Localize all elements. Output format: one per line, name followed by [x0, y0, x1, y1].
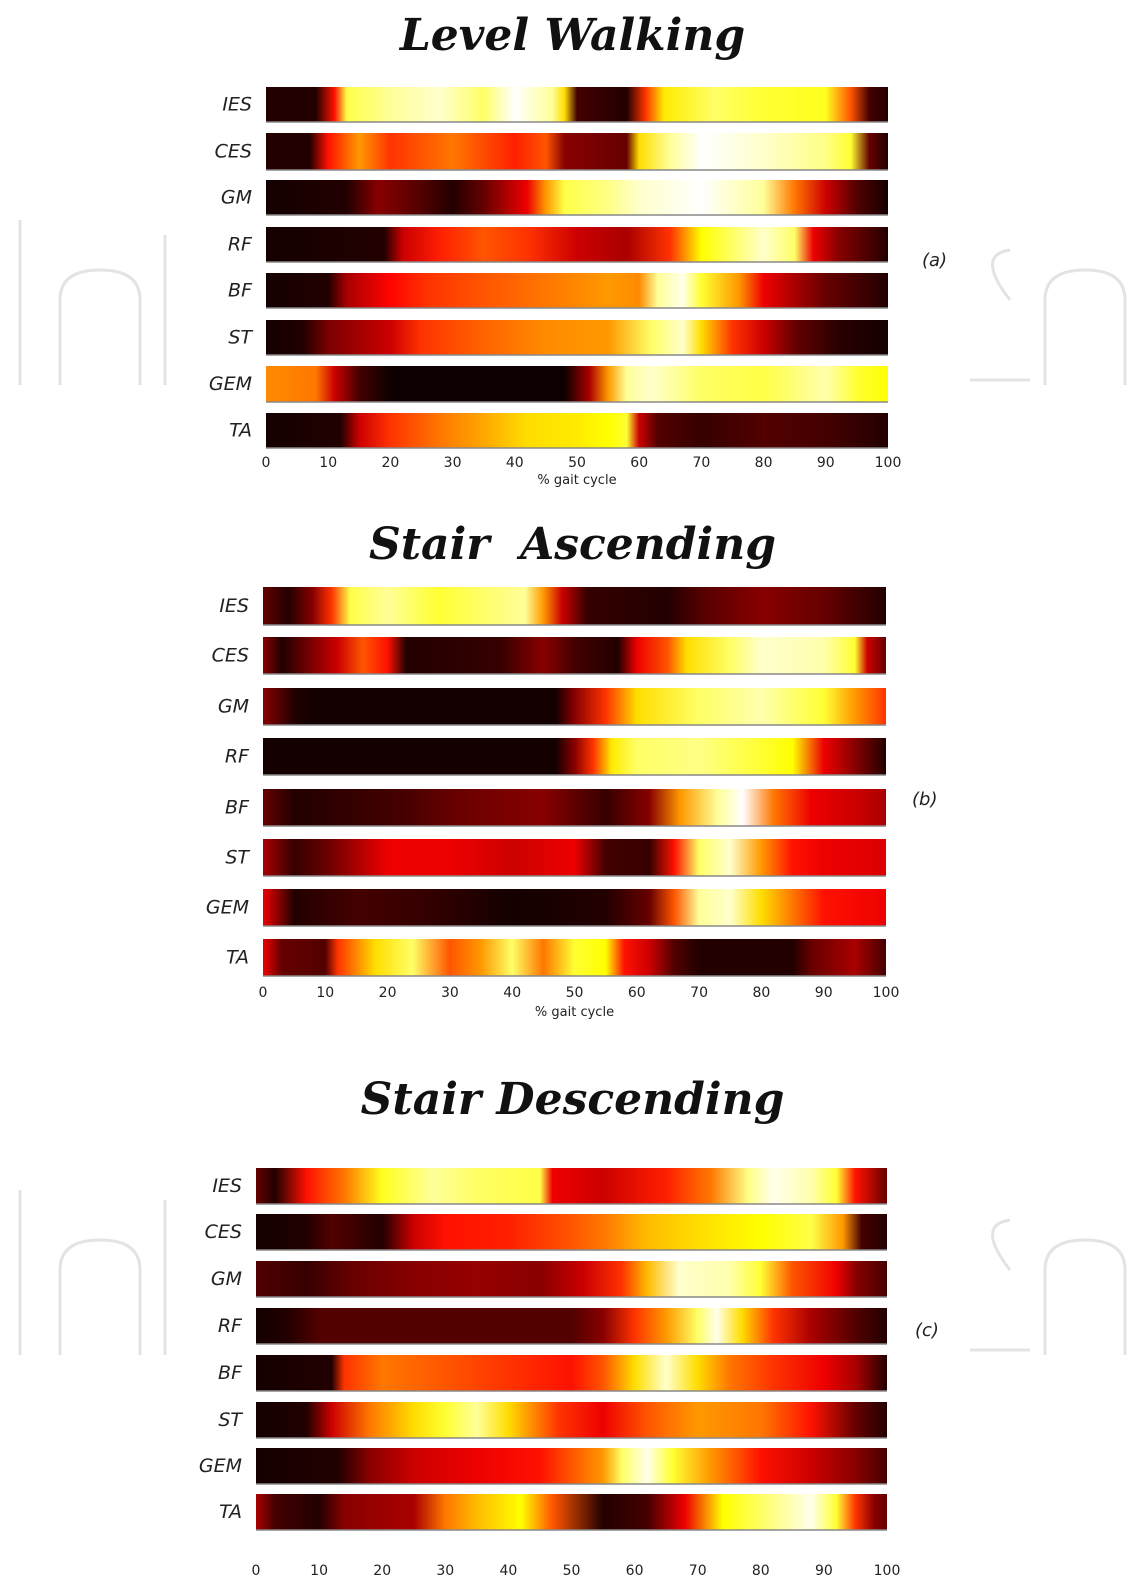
row-label: GEM — [209, 373, 252, 395]
heatmap-row-gem — [256, 1448, 887, 1484]
x-tick-label: 40 — [506, 455, 524, 471]
heatmap-row-ta — [256, 1494, 887, 1530]
x-tick-label: 20 — [373, 1563, 391, 1576]
heatmap-row-bf — [256, 1355, 887, 1391]
heatmap-row-ies — [266, 87, 888, 122]
panel-label: (a) — [922, 250, 947, 271]
row-label: ST — [228, 327, 253, 349]
row-label: GM — [221, 187, 252, 209]
chart-title-level-walking: Level Walking — [399, 10, 746, 61]
x-tick-label: 30 — [441, 985, 459, 1001]
x-tick-label: 70 — [692, 455, 710, 471]
x-tick-label: 90 — [815, 1563, 833, 1576]
row-label: RF — [225, 746, 250, 768]
row-label: RF — [228, 234, 253, 256]
x-tick-label: 10 — [310, 1563, 328, 1576]
row-label: ST — [225, 847, 250, 869]
row-label: TA — [226, 947, 249, 969]
heatmap-row-st — [263, 839, 886, 876]
x-tick-label: 60 — [626, 1563, 644, 1576]
row-label: GEM — [206, 897, 249, 919]
row-label: RF — [218, 1315, 243, 1337]
row-label: IES — [212, 1175, 242, 1197]
x-tick-label: 70 — [690, 985, 708, 1001]
x-tick-label: 100 — [873, 985, 900, 1001]
heatmap-row-ta — [266, 413, 888, 448]
heatmap-row-gem — [266, 366, 888, 402]
x-tick-label: 40 — [499, 1563, 517, 1576]
chart-title-stair-descending: Stair Descending — [360, 1074, 785, 1125]
row-label: GM — [218, 696, 249, 718]
row-label: ST — [218, 1409, 243, 1431]
heatmap-row-bf — [266, 273, 888, 308]
x-tick-label: 0 — [259, 985, 268, 1001]
x-tick-label: 60 — [630, 455, 648, 471]
heatmap-row-gm — [263, 688, 886, 725]
x-tick-label: 0 — [262, 455, 271, 471]
x-tick-label: 0 — [252, 1563, 261, 1576]
x-tick-label: 80 — [752, 1563, 770, 1576]
row-label: GM — [211, 1268, 242, 1290]
x-tick-label: 50 — [566, 985, 584, 1001]
row-label: CES — [205, 1221, 242, 1243]
heatmap-row-bf — [263, 789, 886, 826]
x-tick-label: 90 — [815, 985, 833, 1001]
heatmap-row-gm — [256, 1261, 887, 1297]
x-tick-label: 60 — [628, 985, 646, 1001]
heatmap-row-rf — [256, 1308, 887, 1344]
x-tick-label: 100 — [874, 1563, 901, 1576]
heatmap-row-st — [256, 1402, 887, 1438]
x-axis-label: % gait cycle — [535, 1005, 614, 1020]
x-tick-label: 30 — [436, 1563, 454, 1576]
heatmap-row-gm — [266, 180, 888, 215]
x-tick-label: 70 — [689, 1563, 707, 1576]
x-tick-label: 80 — [752, 985, 770, 1001]
row-label: GEM — [199, 1455, 242, 1477]
x-tick-label: 50 — [568, 455, 586, 471]
heatmap-row-gem — [263, 889, 886, 926]
x-tick-label: 100 — [875, 455, 902, 471]
row-label: CES — [215, 141, 252, 163]
heatmap-row-st — [266, 320, 888, 355]
x-tick-label: 40 — [503, 985, 521, 1001]
row-label: BF — [225, 797, 250, 819]
heatmap-row-ces — [256, 1214, 887, 1250]
heatmap-row-rf — [263, 738, 886, 775]
heatmap-row-ces — [266, 133, 888, 170]
heatmap-row-ces — [263, 637, 886, 674]
panel-label: (c) — [915, 1320, 939, 1341]
row-label: BF — [218, 1362, 243, 1384]
heatmap-row-ta — [263, 939, 886, 976]
row-label: IES — [219, 595, 249, 617]
panel-label: (b) — [912, 789, 937, 810]
row-label: TA — [229, 420, 252, 442]
x-tick-label: 20 — [379, 985, 397, 1001]
x-tick-label: 20 — [381, 455, 399, 471]
x-tick-label: 30 — [444, 455, 462, 471]
heatmap-row-ies — [263, 587, 886, 625]
row-label: BF — [228, 280, 253, 302]
x-tick-label: 10 — [319, 455, 337, 471]
x-tick-label: 50 — [563, 1563, 581, 1576]
x-tick-label: 80 — [755, 455, 773, 471]
chart-title-stair-ascending: Stair Ascending — [368, 519, 777, 570]
row-label: TA — [219, 1501, 242, 1523]
x-axis-label: % gait cycle — [537, 473, 616, 488]
x-tick-label: 10 — [316, 985, 334, 1001]
heatmap-row-rf — [266, 227, 888, 262]
x-tick-label: 90 — [817, 455, 835, 471]
row-label: IES — [222, 94, 252, 116]
heatmap-row-ies — [256, 1168, 887, 1204]
row-label: CES — [212, 645, 249, 667]
